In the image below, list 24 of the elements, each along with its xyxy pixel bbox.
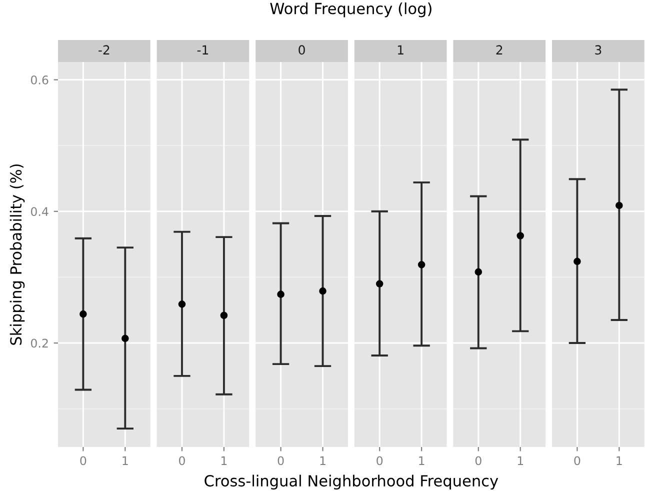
y-axis-title: Skipping Probability (%) (10, 164, 25, 345)
text: Word Frequency (log) (270, 2, 432, 18)
x-tick-label: 0 (278, 456, 284, 466)
chart-title: 0 (298, 45, 305, 55)
x-tick-label: 0 (80, 456, 86, 466)
x-axis-title: Cross-lingual Neighborhood Frequency (204, 474, 498, 490)
chart-title: 1 (398, 45, 404, 54)
x-tick-label: 1 (222, 456, 227, 465)
x-tick-label: 0 (574, 456, 580, 466)
x-tick-label: 0 (376, 456, 383, 466)
x-tick-label: 1 (419, 456, 424, 465)
chart-title: 2 (496, 45, 502, 54)
y-tick-label: 0.4 (30, 207, 48, 216)
x-tick-label: 1 (122, 456, 128, 465)
x-tick-label: 1 (320, 456, 326, 465)
x-tick-label: 1 (518, 456, 524, 465)
x-tick-label: 1 (616, 456, 622, 465)
x-tick-label: 0 (179, 456, 185, 466)
y-tick-label: 0.6 (30, 75, 48, 84)
chart-title: 3 (595, 45, 602, 55)
chart-title: -2 (98, 45, 110, 54)
chart-title: -1 (197, 45, 208, 54)
x-tick-label: 0 (475, 456, 482, 466)
y-tick-label: 0.2 (30, 338, 48, 348)
